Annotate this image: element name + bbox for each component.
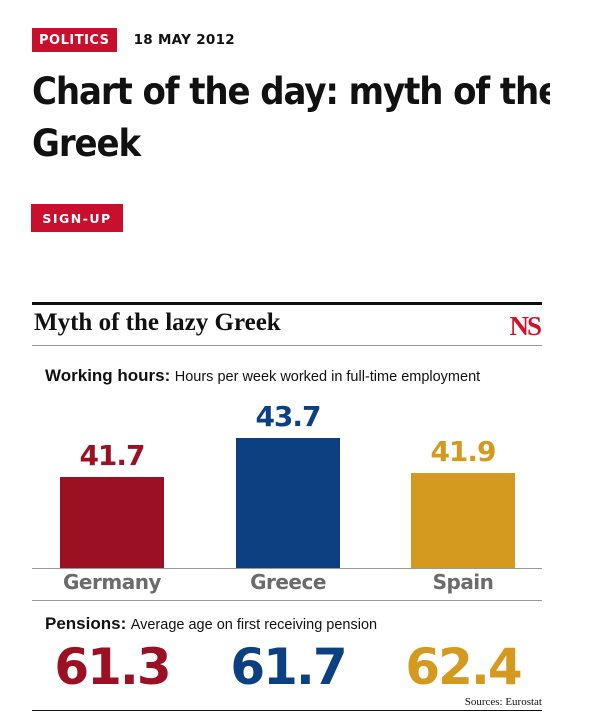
headline-line-1: Chart of the day: myth of the lazy [32,70,550,113]
category-label-germany: Germany [63,570,161,594]
working-hours-title: Working hours: [45,366,171,385]
pension-value-germany: 61.3 [54,638,171,696]
signup-button[interactable]: SIGN-UP [31,204,123,232]
pension-value-greece: 61.7 [230,638,347,696]
divider [32,600,542,601]
chart-title: Myth of the lazy Greek [34,309,281,336]
bar-value-spain: 41.9 [430,434,496,468]
ns-logo: NS [509,311,541,341]
chart-baseline [32,568,542,569]
article-date: 18 MAY 2012 [133,32,235,48]
working-hours-chart: 41.7 Germany 43.7 Greece 41.9 Spain [32,302,542,602]
section-badge[interactable]: POLITICS [32,28,117,52]
working-hours-heading: Working hours: Hours per week worked in … [45,366,480,386]
category-label-greece: Greece [250,570,326,594]
infographic: Myth of the lazy Greek NS Working hours:… [32,302,542,712]
pensions-desc: Average age on first receiving pension [130,617,378,633]
source-note: Sources: Eurostat [464,696,542,708]
working-hours-desc: Hours per week worked in full-time emplo… [174,369,481,385]
article-meta: POLITICS 18 MAY 2012 [32,28,235,52]
bar-greece [236,438,340,568]
divider [32,345,542,346]
pensions-heading: Pensions: Average age on first receiving… [45,614,377,634]
bar-value-greece: 43.7 [255,400,321,434]
bar-germany [60,476,164,568]
article-headline: Chart of the day: myth of the lazy Greek [32,66,550,170]
bar-spain [411,472,515,568]
pension-value-spain: 62.4 [405,638,522,696]
category-label-spain: Spain [432,570,494,594]
top-rule [32,302,542,305]
bottom-rule [32,710,542,711]
pensions-title: Pensions: [45,614,127,633]
bar-value-germany: 41.7 [79,438,145,472]
headline-line-2: Greek [32,122,141,165]
